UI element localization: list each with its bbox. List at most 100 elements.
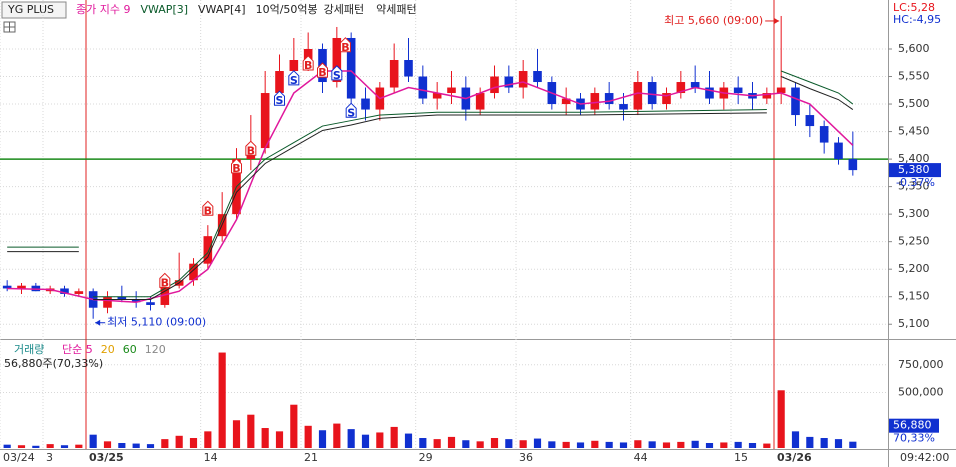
candle-body bbox=[518, 71, 528, 88]
volume-bar bbox=[677, 441, 685, 448]
header-note: 10억/50억봉 bbox=[256, 3, 318, 16]
signal-label: B bbox=[304, 59, 312, 72]
candle-body bbox=[203, 236, 213, 264]
x-tick-label: 14 bbox=[204, 451, 218, 464]
right-label-bg bbox=[890, 14, 956, 26]
volume-bar bbox=[103, 441, 112, 448]
symbol-box[interactable] bbox=[1, 1, 67, 19]
candle-body bbox=[848, 159, 858, 171]
last-price-box bbox=[889, 163, 941, 178]
signal-marker bbox=[331, 65, 343, 81]
volume-bar bbox=[505, 439, 513, 448]
y-tick-label: 5,400 bbox=[898, 152, 930, 165]
volume-bar bbox=[734, 441, 742, 448]
signal-marker bbox=[202, 200, 214, 216]
volume-bar bbox=[576, 442, 585, 448]
legend-item: VWAP[3] bbox=[140, 3, 188, 16]
last-change: -0.37% bbox=[896, 176, 935, 189]
x-tick-label: 03/24 bbox=[3, 451, 35, 464]
candle-body bbox=[647, 82, 657, 105]
volume-summary: 56,880주(70,33%) bbox=[4, 357, 103, 370]
volume-bar bbox=[261, 428, 269, 448]
candle-body bbox=[762, 93, 772, 99]
x-tick-label: 21 bbox=[304, 451, 318, 464]
volume-bar bbox=[218, 352, 226, 448]
candle-body bbox=[146, 302, 155, 305]
candle-body bbox=[705, 87, 714, 99]
x-tick-label: 29 bbox=[419, 451, 433, 464]
volume-bar bbox=[290, 404, 298, 448]
candle-body bbox=[819, 126, 829, 143]
y-tick-label: 5,250 bbox=[898, 235, 930, 248]
volume-bar bbox=[691, 440, 699, 448]
x-tick-label: 36 bbox=[519, 451, 533, 464]
volume-bar bbox=[419, 438, 427, 448]
indicator-line bbox=[7, 70, 854, 298]
volume-bar bbox=[376, 432, 384, 448]
candle-body bbox=[275, 71, 284, 94]
candle-body bbox=[17, 285, 26, 289]
candle-body bbox=[2, 285, 12, 289]
volume-ma-label: 단순 5 bbox=[62, 343, 93, 356]
candle-body bbox=[490, 76, 499, 94]
legend-item: 종가 지수 9 bbox=[76, 3, 130, 16]
volume-bar bbox=[433, 439, 441, 448]
volume-bar bbox=[462, 440, 470, 448]
volume-bar bbox=[834, 439, 843, 448]
y-tick-label: 500,000 bbox=[898, 386, 944, 399]
volume-bar bbox=[75, 444, 83, 448]
y-tick-label: 5,550 bbox=[898, 70, 930, 83]
y-tick-label: 750,000 bbox=[898, 358, 944, 371]
volume-bar bbox=[763, 443, 771, 448]
candle-body bbox=[662, 93, 671, 105]
signal-label: B bbox=[341, 41, 349, 54]
volume-last: 56,880 bbox=[893, 419, 932, 432]
annotation: 최저 5,110 (09:00) bbox=[107, 316, 206, 329]
volume-ma-label: 120 bbox=[145, 343, 166, 356]
volume-bar bbox=[161, 439, 169, 448]
candle-body bbox=[533, 71, 542, 83]
volume-bar bbox=[648, 441, 656, 448]
candle-body bbox=[447, 87, 456, 94]
volume-bar bbox=[490, 438, 499, 448]
candle-body bbox=[504, 76, 514, 88]
candle-body bbox=[131, 299, 141, 303]
signal-label: S bbox=[333, 69, 341, 82]
candle-body bbox=[361, 98, 370, 110]
y-tick-label: 5,600 bbox=[898, 42, 930, 55]
candle-body bbox=[776, 87, 786, 94]
volume-bar bbox=[247, 414, 255, 448]
candle-body bbox=[604, 93, 614, 105]
candle-body bbox=[590, 93, 600, 110]
volume-bar bbox=[447, 436, 456, 448]
signal-label: B bbox=[204, 204, 212, 217]
volume-ma-label: 60 bbox=[123, 343, 137, 356]
volume-bar bbox=[175, 435, 183, 448]
candle-body bbox=[60, 288, 69, 294]
volume-bar bbox=[390, 426, 398, 448]
volume-bar bbox=[748, 443, 757, 448]
volume-bar bbox=[132, 443, 140, 448]
header-note: 강세패턴 bbox=[324, 3, 364, 16]
candle-body bbox=[690, 82, 700, 88]
candle-body bbox=[791, 87, 800, 116]
candle-body bbox=[289, 60, 299, 72]
volume-bar bbox=[662, 442, 671, 448]
header-note: 약세패턴 bbox=[376, 2, 416, 16]
candle-body bbox=[404, 60, 413, 77]
volume-bar bbox=[562, 441, 570, 448]
volume-bar bbox=[189, 438, 198, 448]
signal-label: B bbox=[318, 66, 326, 79]
volume-bar bbox=[591, 440, 599, 448]
candle-body bbox=[432, 93, 442, 99]
y-tick-label: 5,450 bbox=[898, 125, 930, 138]
volume-bar bbox=[32, 445, 40, 448]
x-tick-label: 15 bbox=[734, 451, 748, 464]
signal-marker bbox=[231, 158, 242, 174]
volume-title: 거래량 bbox=[14, 343, 44, 356]
volume-bar bbox=[17, 445, 26, 448]
volume-bar bbox=[476, 441, 484, 448]
volume-bar bbox=[318, 430, 327, 448]
volume-bar bbox=[60, 445, 69, 448]
